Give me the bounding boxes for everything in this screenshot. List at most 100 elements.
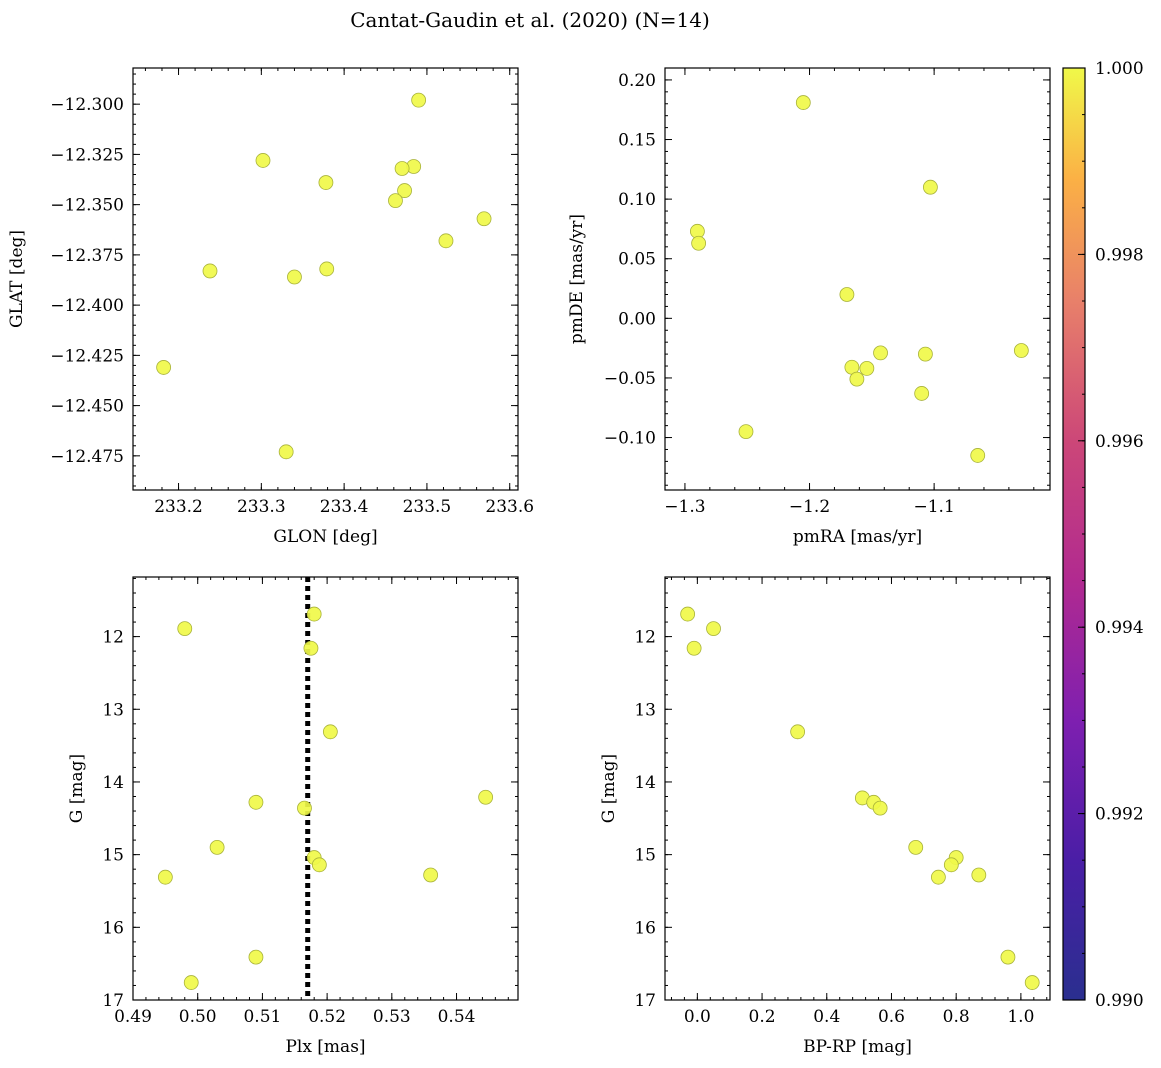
- y-tick-label: 16: [102, 918, 124, 938]
- colorbar-tick-label: 0.990: [1095, 991, 1144, 1011]
- plot-frame: [132, 67, 519, 491]
- data-point: [318, 175, 334, 190]
- data-point: [478, 789, 494, 805]
- data-point: [248, 949, 264, 965]
- colorbar: 1.000 0.998 0.996 0.994 0.992 0.990: [1062, 59, 1144, 1011]
- data-point: [156, 360, 172, 375]
- x-tick-label: 0.54: [438, 1007, 476, 1027]
- x-tick-label: 233.3: [237, 497, 286, 517]
- y-tick-label: 13: [634, 700, 656, 720]
- data-point: [397, 183, 412, 198]
- data-point: [839, 287, 855, 302]
- y-tick-label: −12.325: [50, 145, 124, 165]
- data-point: [303, 640, 319, 656]
- data-point: [177, 621, 193, 637]
- y-tick-label: 0.15: [618, 131, 656, 151]
- y-tick-label: 0.20: [618, 71, 656, 91]
- y-tick-label: 0.00: [618, 309, 656, 329]
- data-point: [476, 211, 492, 227]
- y-tick-label: 12: [634, 628, 656, 648]
- data-point: [706, 621, 721, 637]
- panel-glon-glat: 233.2 233.3 233.4 233.5 233.6 −12.300 −12.325 −…: [7, 67, 534, 547]
- y-tick-label: −12.300: [50, 95, 124, 115]
- x-axis-label: Plx [mas]: [285, 1037, 365, 1057]
- data-point: [311, 857, 327, 873]
- y-axis-label: G [mag]: [67, 754, 87, 823]
- y-tick-label: 17: [634, 991, 656, 1011]
- y-tick-label: 14: [634, 773, 656, 793]
- y-tick-label: 12: [102, 628, 124, 648]
- data-point: [738, 424, 754, 439]
- x-tick-label: 0.52: [308, 1007, 346, 1027]
- data-point: [319, 261, 335, 277]
- data-point: [157, 869, 173, 885]
- data-point: [790, 724, 806, 740]
- figure-title: Cantat-Gaudin et al. (2020) (N=14): [350, 8, 710, 32]
- y-tick-label: −12.425: [50, 346, 124, 366]
- colorbar-gradient: [1062, 67, 1086, 1001]
- data-point: [306, 606, 322, 622]
- data-point: [908, 839, 924, 855]
- x-tick-label: 0.51: [243, 1007, 281, 1027]
- data-point: [970, 448, 986, 463]
- y-tick-label: 14: [102, 773, 124, 793]
- y-tick-label: −12.400: [50, 296, 124, 316]
- x-tick-label: 0.49: [114, 1007, 152, 1027]
- y-tick-label: 0.10: [618, 190, 656, 210]
- x-axis-label: GLON [deg]: [273, 527, 377, 547]
- y-axis-label: G [mag]: [599, 754, 619, 823]
- y-tick-label: 16: [634, 918, 656, 938]
- y-tick-label: −12.375: [50, 246, 124, 266]
- plot-frame: [132, 576, 519, 1001]
- data-point: [680, 606, 696, 622]
- data-point: [423, 867, 439, 883]
- x-tick-label: −1.1: [913, 497, 954, 517]
- x-tick-label: 0.8: [943, 1007, 970, 1027]
- x-tick-label: 1.0: [1007, 1007, 1034, 1027]
- x-tick-label: 233.2: [154, 497, 203, 517]
- x-tick-label: 0.53: [373, 1007, 411, 1027]
- data-point: [849, 371, 865, 387]
- y-axis-label: pmDE [mas/yr]: [567, 214, 587, 344]
- colorbar-tick-label: 0.992: [1095, 805, 1144, 825]
- y-tick-label: −12.450: [50, 397, 124, 417]
- data-point: [691, 235, 707, 251]
- data-point: [209, 839, 225, 855]
- x-tick-label: −1.2: [789, 497, 830, 517]
- data-point: [859, 361, 875, 376]
- y-tick-label: 15: [102, 846, 124, 866]
- y-tick-label: −0.10: [604, 429, 656, 449]
- y-tick-label: 0.05: [618, 250, 656, 270]
- x-tick-label: 0.50: [179, 1007, 217, 1027]
- data-point: [388, 193, 403, 209]
- x-tick-label: 0.0: [684, 1007, 711, 1027]
- x-tick-label: 0.4: [813, 1007, 840, 1027]
- data-point: [322, 724, 338, 740]
- colorbar-tick-label: 0.996: [1095, 432, 1144, 452]
- data-point: [255, 153, 271, 168]
- data-point: [278, 444, 294, 460]
- x-axis-label: pmRA [mas/yr]: [793, 527, 922, 547]
- y-tick-label: 17: [102, 991, 124, 1011]
- data-point: [922, 179, 938, 195]
- y-tick-label: −0.05: [604, 369, 656, 389]
- data-point: [248, 794, 264, 810]
- data-point: [873, 345, 888, 361]
- data-point: [202, 263, 218, 279]
- data-point: [438, 233, 454, 249]
- data-point: [1000, 949, 1016, 965]
- data-point: [287, 269, 302, 285]
- x-tick-label: −1.3: [664, 497, 705, 517]
- x-tick-label: 233.4: [320, 497, 369, 517]
- x-axis-label: BP-RP [mag]: [803, 1037, 912, 1057]
- colorbar-tick-label: 1.000: [1095, 59, 1144, 79]
- data-point: [297, 800, 312, 816]
- data-point: [1024, 975, 1040, 990]
- y-axis-label: GLAT [deg]: [7, 230, 27, 328]
- plot-frame: [664, 576, 1051, 1001]
- data-point: [943, 857, 959, 873]
- x-tick-label: 0.2: [749, 1007, 776, 1027]
- x-tick-label: 0.6: [878, 1007, 905, 1027]
- data-point: [686, 640, 702, 656]
